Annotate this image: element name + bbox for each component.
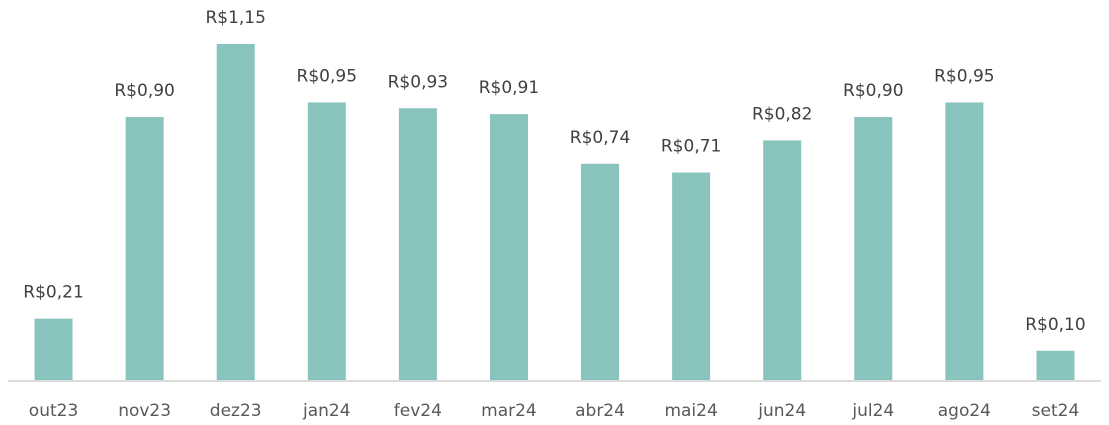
bar	[945, 102, 984, 380]
bar	[125, 117, 164, 380]
x-tick-label: nov23	[118, 401, 171, 421]
x-tick-label: mar24	[481, 401, 537, 421]
value-label: R$0,95	[934, 66, 994, 86]
value-label: R$0,71	[661, 137, 721, 157]
value-label: R$1,15	[205, 8, 265, 28]
x-tick-label: ago24	[938, 401, 991, 421]
value-label: R$0,95	[297, 66, 357, 86]
bar	[672, 172, 711, 380]
x-tick-label: jan24	[302, 401, 351, 421]
value-label: R$0,10	[1025, 315, 1085, 335]
x-tick-label: jun24	[757, 401, 806, 421]
bar	[216, 44, 255, 380]
x-tick-label: fev24	[394, 401, 442, 421]
x-tick-label: mai24	[664, 401, 717, 421]
bar	[489, 114, 528, 381]
bar	[763, 140, 802, 380]
value-label: R$0,91	[479, 78, 539, 98]
value-label: R$0,74	[570, 128, 630, 148]
bar	[854, 117, 893, 380]
x-tick-label: set24	[1032, 401, 1080, 421]
bar	[581, 163, 620, 380]
bar	[34, 318, 73, 380]
x-tick-label: dez23	[210, 401, 262, 421]
bar	[1036, 350, 1075, 380]
value-label: R$0,82	[752, 104, 812, 124]
value-label: R$0,21	[23, 283, 83, 303]
value-label: R$0,93	[388, 72, 448, 92]
x-tick-label: abr24	[575, 401, 625, 421]
x-tick-label: out23	[29, 401, 78, 421]
x-tick-label: jul24	[851, 401, 894, 421]
value-label: R$0,90	[114, 81, 174, 101]
value-label: R$0,90	[843, 81, 903, 101]
bar	[398, 108, 437, 380]
bar	[307, 102, 346, 380]
